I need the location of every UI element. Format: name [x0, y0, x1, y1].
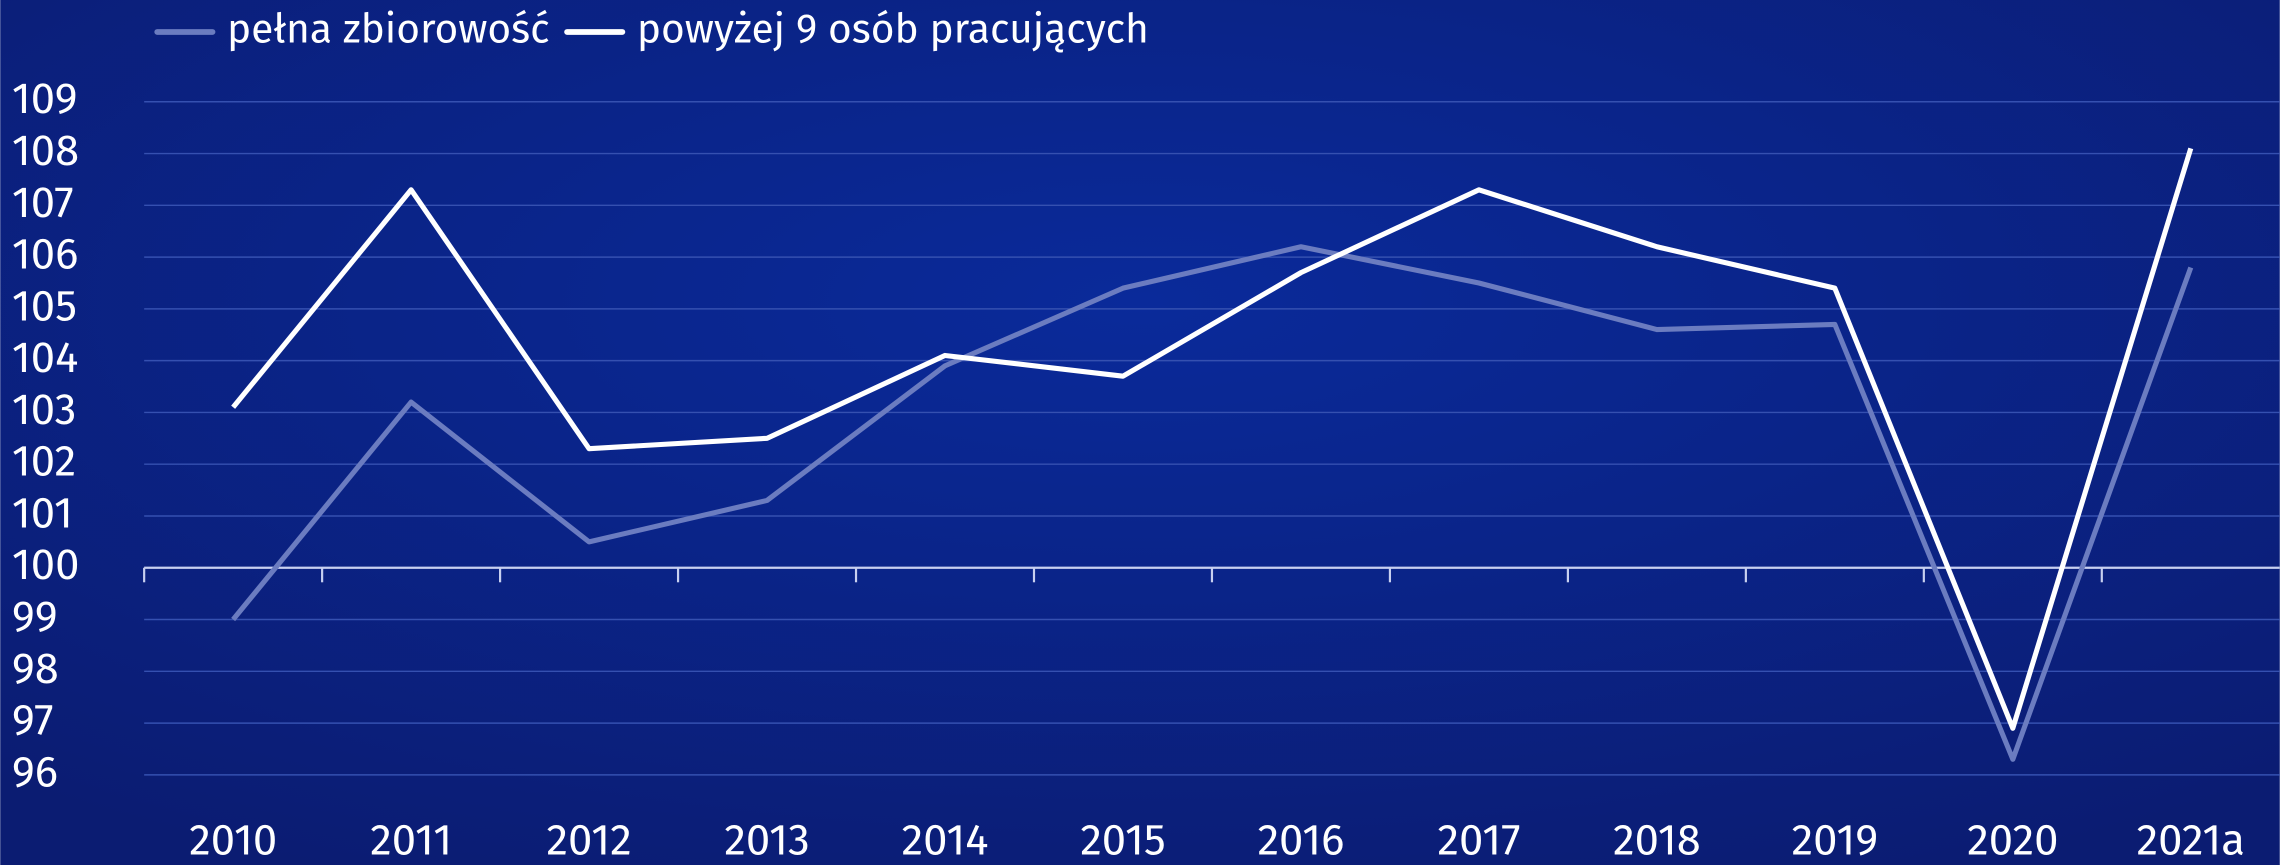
legend-label: powyżej 9 osób pracujących [637, 5, 1149, 54]
y-tick-label: 102 [12, 435, 76, 488]
y-tick-label: 97 [12, 694, 54, 747]
y-tick-label: 104 [12, 331, 78, 384]
x-tick-label: 2018 [1613, 814, 1701, 865]
y-tick-label: 106 [12, 228, 78, 281]
x-tick-label: 2013 [724, 814, 809, 865]
y-tick-label: 96 [12, 745, 58, 798]
x-tick-label: 2019 [1792, 814, 1879, 865]
y-tick-label: 108 [12, 124, 79, 177]
x-tick-label: 2012 [546, 814, 631, 865]
legend-label: pełna zbiorowość [227, 5, 550, 54]
series-line [231, 147, 2194, 731]
x-tick-label: 2017 [1437, 814, 1520, 865]
x-tick-label: 2020 [1967, 814, 2058, 865]
series-line [231, 244, 2194, 762]
y-tick-label: 101 [12, 486, 73, 539]
y-tick-label: 107 [12, 176, 74, 229]
y-tick-label: 103 [12, 383, 77, 436]
x-tick-label: 2014 [902, 814, 989, 865]
x-tick-label: 2016 [1257, 814, 1344, 865]
y-tick-label: 100 [12, 538, 80, 591]
x-tick-label: 2010 [189, 814, 277, 865]
y-tick-label: 98 [12, 642, 59, 695]
x-tick-label: 2011 [370, 814, 452, 865]
y-tick-label: 99 [12, 590, 58, 643]
x-tick-label: 2015 [1080, 814, 1166, 865]
y-tick-label: 105 [12, 279, 77, 332]
x-tick-label: 2021a [2137, 814, 2246, 865]
y-tick-label: 109 [12, 72, 78, 125]
